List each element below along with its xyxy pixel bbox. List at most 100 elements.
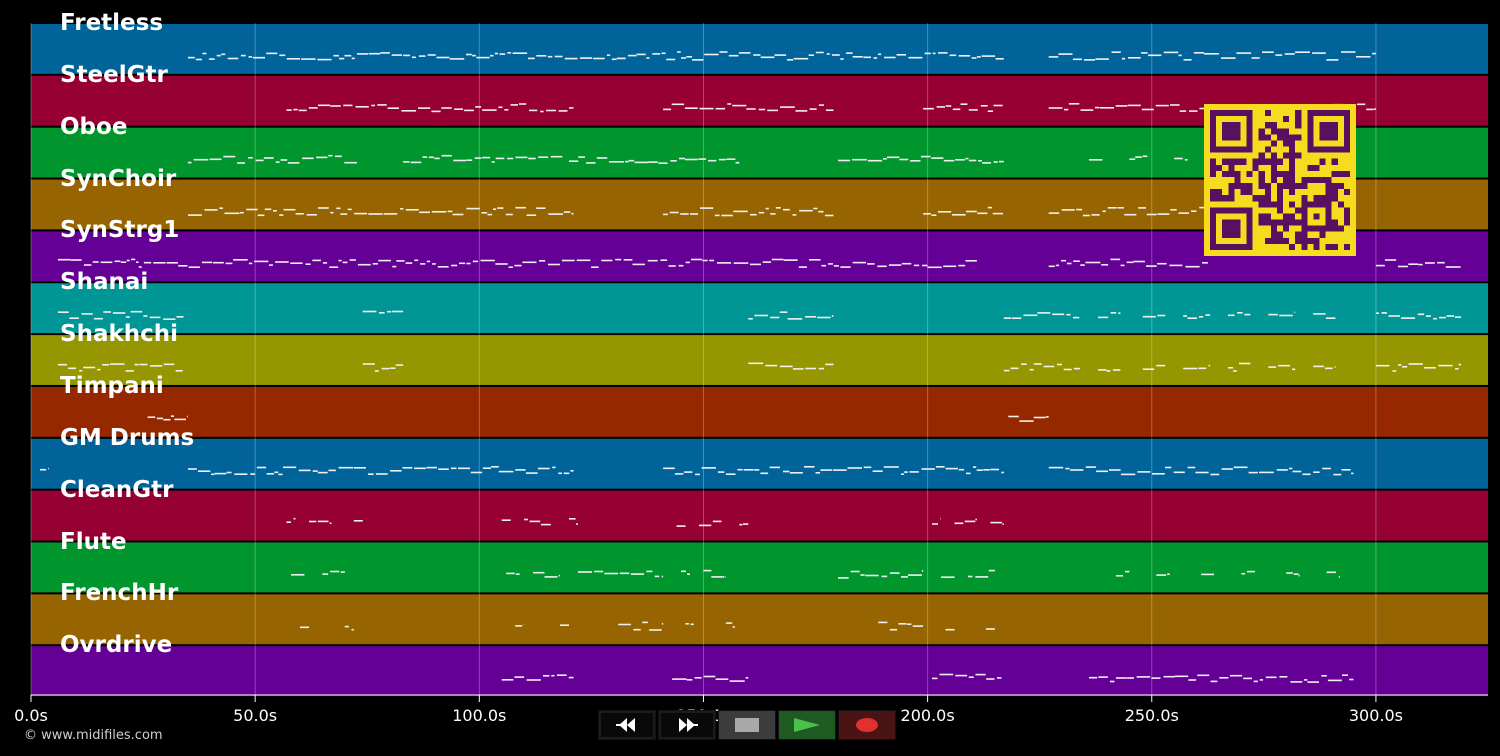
note-cluster [362, 310, 404, 314]
play-icon [794, 718, 820, 732]
note-cluster [57, 258, 139, 266]
note-cluster [968, 569, 995, 578]
note-cluster [187, 206, 574, 217]
track-lane-timpani[interactable] [31, 386, 1488, 437]
track-label: CleanGtr [60, 476, 174, 503]
note-cluster [1115, 570, 1130, 577]
note-cluster [1008, 415, 1049, 422]
note-cluster [533, 571, 560, 578]
note-cluster [40, 467, 49, 471]
note-cluster [187, 154, 357, 164]
track-lane-ovrdrive[interactable] [31, 646, 1488, 697]
note-cluster [57, 310, 184, 320]
note-cluster [1375, 312, 1462, 320]
track-label: Timpani [60, 372, 164, 399]
note-cluster [923, 206, 1003, 216]
track-label: GM Drums [60, 424, 195, 451]
record-icon [856, 718, 878, 732]
note-cluster [923, 103, 1003, 112]
note-cluster [1089, 674, 1354, 683]
track-label: FrenchHr [60, 580, 179, 607]
note-cluster [878, 621, 924, 631]
note-cluster [739, 523, 749, 526]
note-cluster [1375, 363, 1462, 372]
note-cluster [1268, 364, 1296, 371]
note-cluster [515, 623, 525, 627]
tick-label: 0.0s [14, 706, 48, 725]
play-button[interactable] [778, 710, 836, 740]
note-cluster [1201, 573, 1214, 576]
tick-label: 250.0s [1124, 706, 1179, 725]
note-cluster [1313, 365, 1336, 370]
rewind-button[interactable] [598, 710, 656, 740]
note-cluster [322, 570, 345, 575]
tick-label: 200.0s [900, 706, 955, 725]
note-cluster [932, 517, 941, 525]
track-label: Flute [60, 528, 127, 555]
note-cluster [1326, 571, 1340, 578]
note-cluster [748, 311, 834, 320]
note-cluster [663, 103, 834, 112]
track-lane-flute[interactable] [31, 542, 1488, 593]
track-label: Shanai [60, 269, 149, 296]
track-lane-gm-drums[interactable] [31, 438, 1488, 489]
note-cluster [990, 521, 1004, 525]
note-cluster [681, 570, 690, 575]
transport-controls [598, 710, 896, 740]
note-cluster [663, 207, 834, 217]
note-cluster [618, 621, 664, 631]
track-lane-cleangtr[interactable] [31, 490, 1488, 541]
track-label: SteelGtr [60, 61, 168, 88]
note-cluster [663, 466, 1004, 476]
note-cluster [748, 362, 834, 370]
note-cluster [1268, 311, 1296, 317]
record-button[interactable] [838, 710, 896, 740]
note-cluster [57, 363, 183, 372]
note-cluster [506, 572, 520, 575]
note-cluster [1098, 312, 1121, 319]
track-label: Oboe [60, 113, 128, 140]
copyright-text: © www.midifiles.com [24, 728, 163, 743]
note-cluster [560, 624, 569, 626]
note-cluster [703, 569, 726, 578]
note-cluster [286, 103, 574, 113]
note-cluster [1241, 570, 1255, 575]
track-lane-shakhchi[interactable] [31, 335, 1488, 385]
note-cluster [1048, 466, 1354, 476]
note-cluster [1156, 573, 1170, 576]
note-cluster [1142, 364, 1166, 370]
note-cluster [1286, 572, 1300, 577]
note-cluster [147, 415, 188, 421]
track-lane-fretless[interactable] [31, 24, 1488, 74]
note-cluster [838, 570, 924, 579]
note-cluster [300, 626, 309, 629]
stop-icon [735, 718, 759, 732]
track-label: Ovrdrive [60, 632, 173, 659]
track-label: SynChoir [60, 165, 177, 192]
tick-label: 50.0s [233, 706, 278, 725]
note-cluster [1142, 314, 1166, 318]
note-cluster [945, 628, 955, 631]
note-cluster [362, 363, 404, 372]
note-cluster [569, 518, 578, 525]
note-cluster [1048, 206, 1211, 217]
note-cluster [838, 155, 1004, 164]
note-cluster [353, 520, 363, 522]
note-cluster [1183, 314, 1211, 319]
stop-button[interactable] [718, 710, 776, 740]
note-cluster [1089, 159, 1103, 161]
note-cluster [1228, 362, 1251, 372]
track-lane-frenchhr[interactable] [31, 594, 1488, 645]
tick-label: 100.0s [452, 706, 507, 725]
note-cluster [685, 623, 694, 626]
note-cluster [569, 156, 740, 164]
track-lane-shanai[interactable] [31, 283, 1488, 334]
note-cluster [187, 51, 1004, 61]
note-cluster [932, 673, 1002, 680]
note-cluster [672, 675, 749, 682]
fast-forward-button[interactable] [658, 710, 716, 740]
note-cluster [309, 520, 332, 524]
note-cluster [1098, 369, 1121, 372]
tick-label: 300.0s [1348, 706, 1403, 725]
note-cluster [524, 518, 551, 526]
